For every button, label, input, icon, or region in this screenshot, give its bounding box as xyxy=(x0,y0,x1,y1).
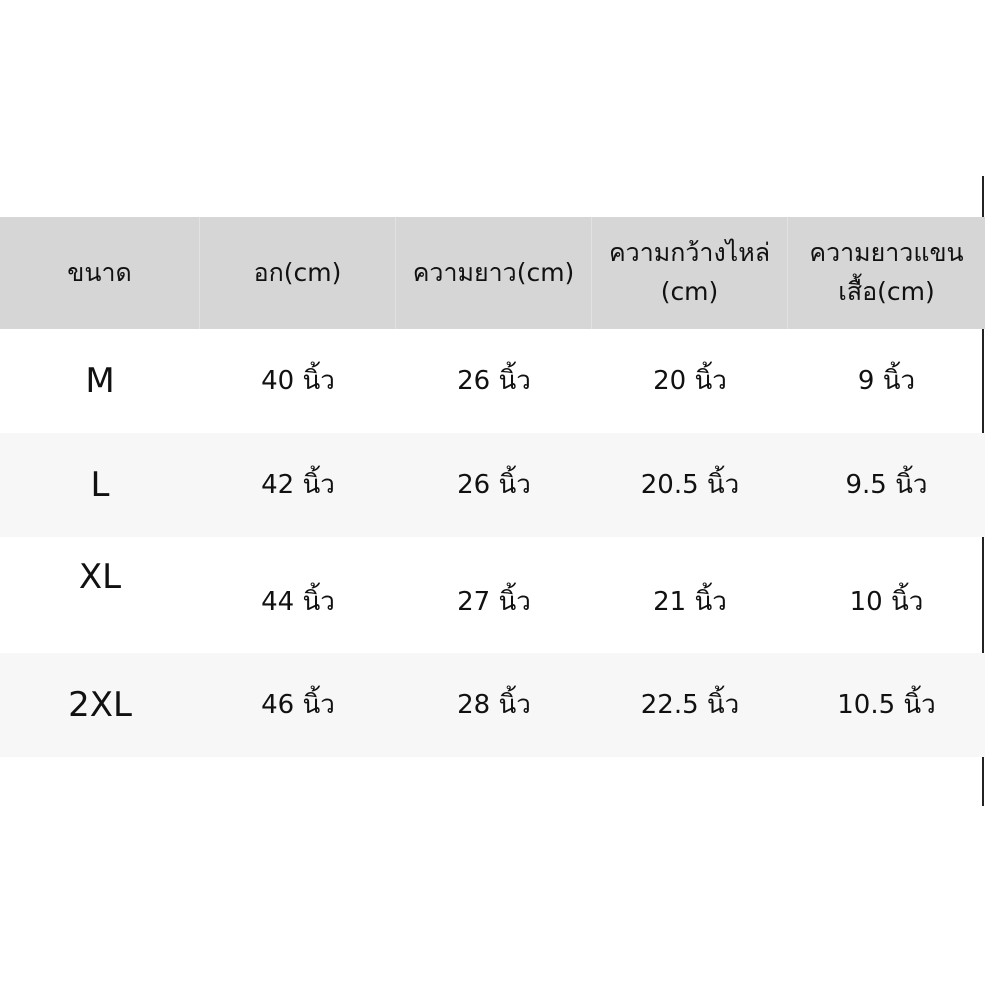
header-chest: อก(cm) xyxy=(200,217,396,329)
shoulder-cell: 22.5 นิ้ว xyxy=(640,689,740,720)
table-row: M 40 นิ้ว 26 นิ้ว 20 นิ้ว 9 นิ้ว xyxy=(0,329,985,433)
chest-cell: 46 นิ้ว xyxy=(261,689,335,720)
size-cell: M xyxy=(85,360,115,401)
size-cell: 2XL xyxy=(68,684,132,725)
shoulder-cell: 20.5 นิ้ว xyxy=(640,469,740,500)
length-cell: 27 นิ้ว xyxy=(457,586,531,617)
sleeve-cell: 9 นิ้ว xyxy=(857,365,916,396)
header-sleeve: ความยาวแขนเสื้อ(cm) xyxy=(809,238,964,306)
table-row: L 42 นิ้ว 26 นิ้ว 20.5 นิ้ว 9.5 นิ้ว xyxy=(0,433,985,537)
size-cell: L xyxy=(90,464,110,505)
header-shoulder: ความกว้างไหล่ (cm) xyxy=(592,217,788,329)
chest-cell: 42 นิ้ว xyxy=(261,469,335,500)
chest-cell: 44 นิ้ว xyxy=(261,586,335,617)
sleeve-cell: 9.5 นิ้ว xyxy=(845,469,928,500)
shoulder-cell: 21 นิ้ว xyxy=(653,586,727,617)
sleeve-cell: 10 นิ้ว xyxy=(849,586,924,617)
table-row: XL 44 นิ้ว 27 นิ้ว 21 นิ้ว 10 นิ้ว xyxy=(0,537,985,653)
sleeve-cell: 10.5 นิ้ว xyxy=(837,689,936,720)
table-header-row: ขนาด อก(cm) ความยาว(cm) ความกว้างไหล่ (c… xyxy=(0,217,985,329)
length-cell: 28 นิ้ว xyxy=(457,689,531,720)
header-length: ความยาว(cm) xyxy=(396,217,592,329)
header-size: ขนาด xyxy=(0,217,200,329)
length-cell: 26 นิ้ว xyxy=(457,365,531,396)
size-cell: XL xyxy=(78,557,122,597)
table-row: 2XL 46 นิ้ว 28 นิ้ว 22.5 นิ้ว 10.5 นิ้ว xyxy=(0,653,985,757)
size-chart-table: ขนาด อก(cm) ความยาว(cm) ความกว้างไหล่ (c… xyxy=(0,217,985,757)
shoulder-cell: 20 นิ้ว xyxy=(653,365,727,396)
chest-cell: 40 นิ้ว xyxy=(261,365,335,396)
length-cell: 26 นิ้ว xyxy=(457,469,531,500)
